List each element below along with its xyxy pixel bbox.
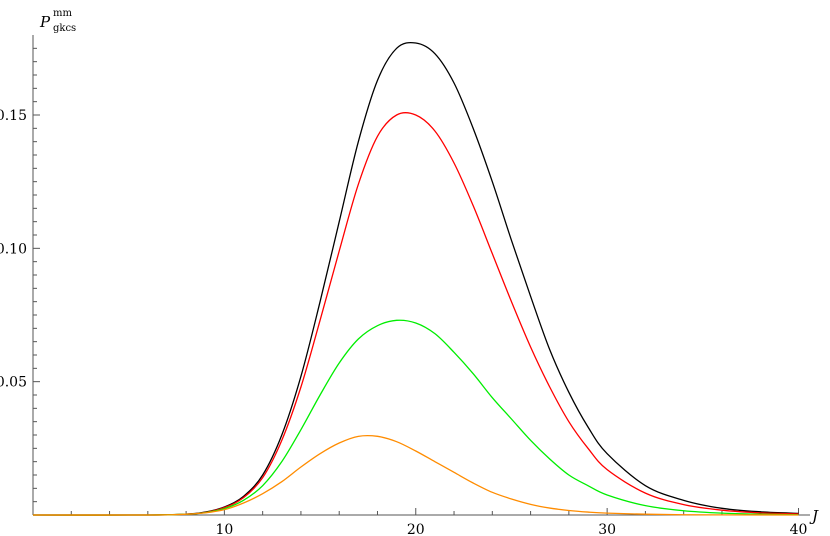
x-tick-label: 10 [215, 522, 233, 536]
y-axis-label: P [39, 13, 51, 31]
series-line-3 [32, 319, 799, 516]
axes [32, 35, 810, 516]
y-tick-label: 0.15 [0, 108, 27, 124]
y-axis-label-superscript: mm [53, 8, 72, 19]
x-tick-label: 30 [598, 522, 616, 536]
series-line-4 [32, 434, 799, 516]
y-tick-label: 0.05 [0, 375, 27, 391]
y-axis-label-subscript: gkcs [53, 23, 76, 34]
series-line-2 [32, 112, 799, 516]
x-ticks: 10 20 30 40 [70, 508, 808, 536]
series-line-1 [32, 41, 799, 516]
series-group [32, 41, 799, 516]
y-tick-label: 0.10 [0, 241, 27, 257]
axis-labels: P mm gkcs J [39, 8, 819, 525]
x-tick-label: 20 [407, 522, 425, 536]
x-tick-label: 40 [790, 522, 808, 536]
x-axis-label: J [809, 507, 819, 525]
y-ticks: 0.05 0.10 0.15 [0, 47, 40, 503]
